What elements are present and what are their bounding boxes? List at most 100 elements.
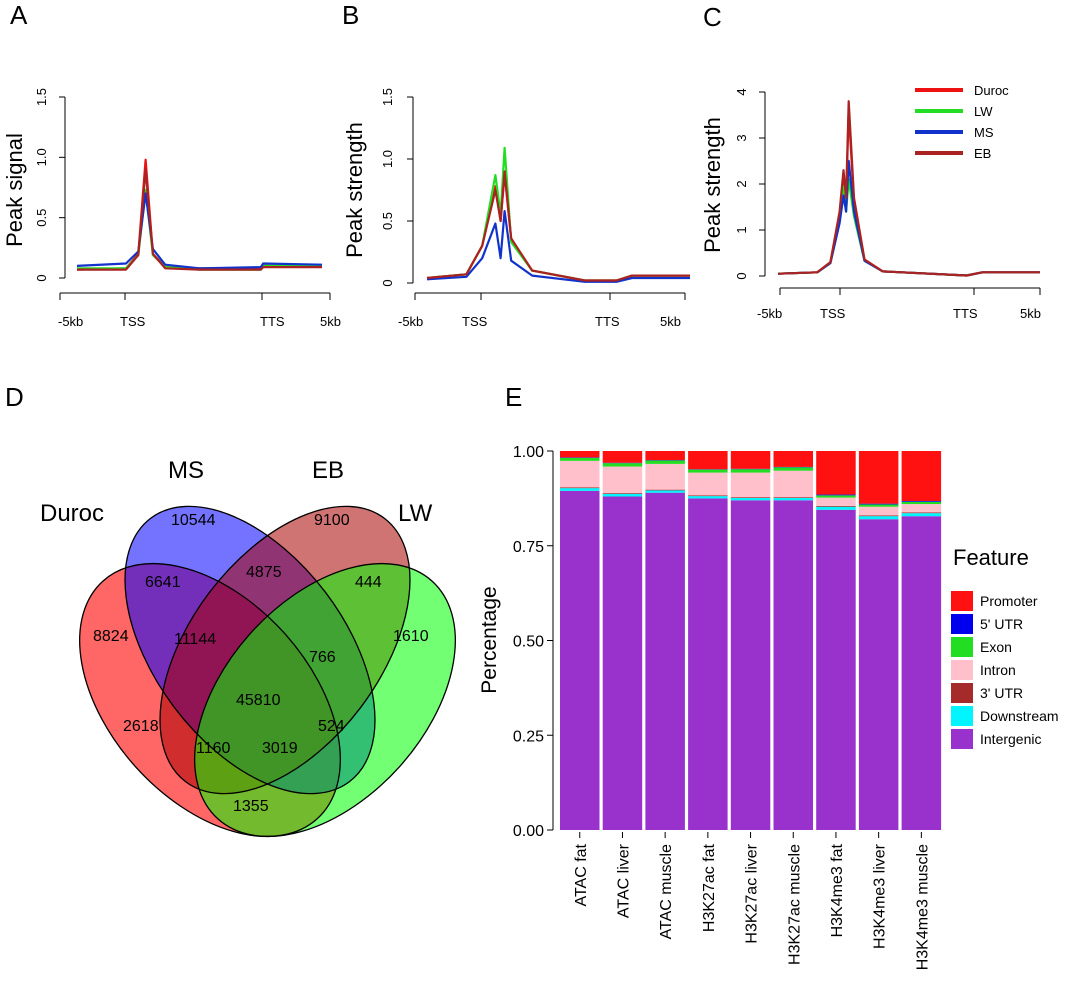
bar-segment-promoter [730,451,771,469]
y-axis-label: Peak strength [342,122,367,258]
legend-label-duroc: Duroc [974,83,1009,98]
series-line-eb [426,170,690,282]
x-tick-label: -5kb [398,314,423,329]
x-tick-label: ATAC fat [573,843,590,906]
panel-e-legend: Feature Promoter 5' UTR Exon Intron 3' UTR Dow… [951,545,1059,749]
legend-label-ms: MS [974,125,994,140]
x-tick-label: H3K4me3 muscle [914,844,931,970]
bar-segment-intron [645,463,685,490]
venn-set-lw-shape [194,563,456,837]
x-tick-label: 5kb [1020,306,1041,321]
y-tick-label: 2 [734,180,749,187]
panel-label-a: A [10,0,28,30]
bar-segment-downstream [858,516,899,520]
y-tick-label: 1.5 [380,88,395,106]
x-tick-label: H3K4me3 fat [829,843,846,937]
bar-segment-intron [901,504,942,513]
y-tick-label: 1.0 [380,150,395,168]
venn-count-duroc-only: 8824 [93,628,129,645]
y-tick-label: 0.50 [513,634,544,651]
bar-segment-intergenic [858,519,899,830]
legend-swatch-promoter [951,591,973,611]
bar-segment-intron [560,460,600,488]
bar-segment-3-utr [560,487,600,489]
venn-count-duroc-lw: 1355 [233,798,269,815]
bar-segment-exon [560,457,600,461]
panel-label-d: D [5,382,24,412]
bar-segment-5-utr [858,503,899,505]
bar-segment-5-utr [901,501,942,502]
bar-segment-downstream [901,513,942,517]
bar-segment-intergenic [773,500,813,830]
bar-segment-exon [645,460,685,464]
panel-c-plot: 0 1 2 3 4 -5kb TSS TTS 5kb Peak strength [700,88,1041,321]
bar-segment-promoter [602,451,643,463]
bar-segment-promoter [901,451,942,502]
series-line-duroc [426,172,690,282]
bar-segment-downstream [602,493,643,497]
bar-segment-exon [688,469,728,473]
bar-segment-promoter [858,451,899,504]
series-line-eb [777,100,1040,277]
venn-count-ms-eb-lw: 766 [309,649,336,666]
bar-segment-promoter [560,451,600,458]
legend-label-promoter: Promoter [980,593,1038,609]
x-tick-label: TTS [595,314,620,329]
y-tick-label: 0 [380,279,395,286]
bar-segment-exon [901,501,942,505]
venn-diagram: Duroc MS EB LW 8824 10544 9100 1610 6641… [40,457,456,838]
bar-segment-downstream [816,506,856,510]
y-tick-label: 0.00 [513,823,544,840]
venn-set-label-lw: LW [398,500,433,527]
series-line-ms [777,159,1040,277]
bar-segment-downstream [730,497,771,501]
legend-swatch-intron [951,660,973,680]
bar-segment-exon [816,495,856,498]
venn-count-duroc-ms: 6641 [145,574,181,591]
x-tick-label: TTS [953,306,978,321]
venn-outline-eb [159,505,411,795]
x-tick-label: H3K27ac fat [701,843,718,932]
series-line-lw [777,178,1040,277]
bar-segment-exon [858,504,899,507]
venn-set-label-ms: MS [168,457,204,484]
bar-segment-promoter [816,451,856,495]
y-axis-label: Peak strength [700,117,725,253]
bar-segment-promoter [773,451,813,467]
legend-label-3-utr: 3' UTR [980,685,1023,701]
bar-segment-intron [816,497,856,506]
venn-set-label-eb: EB [312,457,344,484]
bar-segment-downstream [773,497,813,501]
bar-segment-3-utr [773,497,813,498]
panel-b-plot: 0 0.5 1.0 1.5 -5kb TSS TTS 5kb Peak strength [342,88,690,329]
panel-a-plot: 0 0.5 1.0 1.5 -5kb TSS TTS 5kb Peak signal [2,88,341,329]
bar-segment-intron [602,466,643,494]
legend-label-intergenic: Intergenic [980,731,1041,747]
series-line-duroc [76,158,322,271]
x-tick-label: H3K27ac liver [744,843,761,943]
legend-swatch-5-utr [951,614,973,634]
bar-segment-3-utr [730,497,771,498]
bar-segment-intergenic [901,516,942,830]
series-line-lw [77,188,322,271]
bar-segment-3-utr [645,489,685,491]
venn-count-duroc-ms-lw: 3019 [262,740,298,757]
legend-label-5-utr: 5' UTR [980,616,1023,632]
legend-swatch-downstream [951,706,973,726]
venn-outline-ms [124,505,376,795]
bar-segment-intron [858,506,899,516]
y-tick-label: 1.00 [513,444,544,461]
y-tick-label: 3 [734,134,749,141]
legend-label-intron: Intron [980,662,1016,678]
y-tick-label: 0 [34,274,49,281]
y-tick-label: 0.5 [380,212,395,230]
bar-segment-3-utr [816,505,856,507]
bar-segment-intron [773,470,813,498]
venn-count-eb-only: 9100 [314,512,350,529]
bar-segment-3-utr [602,493,643,494]
panel-label-c: C [703,2,722,32]
bar-segment-intergenic [816,509,856,830]
panel-label-e: E [505,382,522,412]
y-axis-label: Percentage [478,586,501,693]
